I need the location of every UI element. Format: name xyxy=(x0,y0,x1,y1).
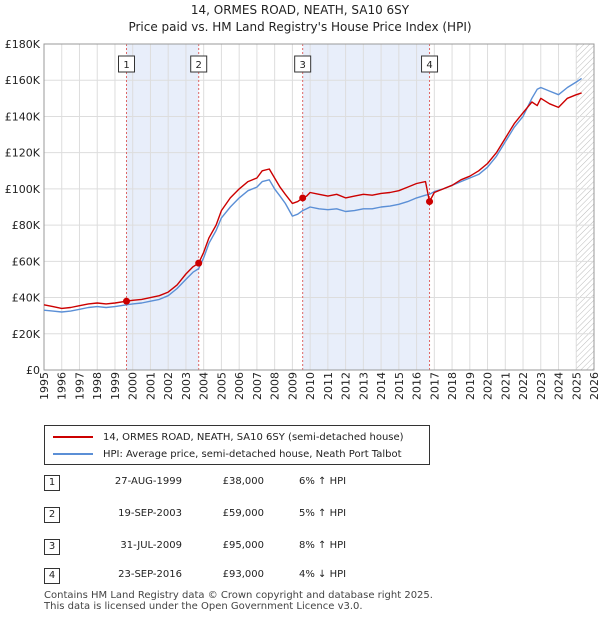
x-tick-label: 2002 xyxy=(162,372,175,400)
x-tick-label: 2014 xyxy=(375,372,388,400)
x-tick-label: 1997 xyxy=(73,372,86,400)
legend-swatch-red xyxy=(53,436,93,438)
x-tick-label: 2010 xyxy=(304,372,317,400)
transaction-date: 23-SEP-2016 xyxy=(118,569,182,580)
transaction-hpi: 5% ↑ HPI xyxy=(299,508,347,519)
x-tick-label: 1998 xyxy=(91,372,104,400)
y-tick-label: £20K xyxy=(12,328,41,341)
transaction-number: 2 xyxy=(44,507,60,523)
x-tick-label: 2016 xyxy=(411,372,424,400)
legend-label-hpi: HPI: Average price, semi-detached house,… xyxy=(103,448,402,460)
footer-line-2: This data is licensed under the Open Gov… xyxy=(44,601,363,612)
x-tick-label: 2024 xyxy=(553,372,566,400)
transaction-date: 27-AUG-1999 xyxy=(114,476,182,487)
price-chart: 14, ORMES ROAD, NEATH, SA10 6SY Price pa… xyxy=(5,3,600,400)
y-tick-label: £100K xyxy=(5,183,41,196)
x-tick-label: 2025 xyxy=(570,372,583,400)
y-tick-label: £0 xyxy=(26,364,40,377)
x-tick-label: 1999 xyxy=(109,372,122,400)
transaction-row: 4 23-SEP-2016 £93,000 4% ↓ HPI xyxy=(44,568,584,585)
sale-point xyxy=(195,259,203,267)
x-tick-label: 2013 xyxy=(357,372,370,400)
transaction-row: 2 19-SEP-2003 £59,000 5% ↑ HPI xyxy=(44,507,584,524)
x-tick-label: 2005 xyxy=(215,372,228,400)
forecast-hatch xyxy=(576,44,594,370)
x-tick-label: 2008 xyxy=(269,372,282,400)
footer-line-1: Contains HM Land Registry data © Crown c… xyxy=(44,590,433,601)
y-tick-label: £120K xyxy=(5,147,41,160)
transaction-number: 4 xyxy=(44,568,60,584)
transaction-number: 1 xyxy=(44,475,60,491)
x-tick-label: 2022 xyxy=(517,372,530,400)
transaction-hpi: 6% ↑ HPI xyxy=(299,476,347,487)
x-tick-label: 2012 xyxy=(340,372,353,400)
sale-marker-box xyxy=(421,55,439,73)
x-tick-label: 2006 xyxy=(233,372,246,400)
sale-marker-label: 3 xyxy=(299,60,305,71)
plot-frame xyxy=(43,43,595,371)
y-tick-label: £160K xyxy=(5,74,41,87)
transaction-price: £93,000 xyxy=(222,569,264,580)
transaction-number: 3 xyxy=(44,539,60,555)
x-tick-label: 2011 xyxy=(322,372,335,400)
sale-point xyxy=(299,194,307,202)
legend-item-property: 14, ORMES ROAD, NEATH, SA10 6SY (semi-de… xyxy=(53,429,404,445)
legend-swatch-blue xyxy=(53,453,93,455)
transaction-hpi: 4% ↓ HPI xyxy=(299,569,347,580)
x-tick-label: 2001 xyxy=(144,372,157,400)
legend: 14, ORMES ROAD, NEATH, SA10 6SY (semi-de… xyxy=(44,425,430,465)
y-tick-label: £60K xyxy=(12,255,41,268)
y-tick-label: £40K xyxy=(12,292,41,305)
transaction-row: 1 27-AUG-1999 £38,000 6% ↑ HPI xyxy=(44,475,584,492)
transaction-price: £59,000 xyxy=(222,508,264,519)
hpi-series-line xyxy=(43,77,582,313)
x-tick-label: 2020 xyxy=(482,372,495,400)
transaction-date: 31-JUL-2009 xyxy=(120,540,182,551)
x-tick-label: 2009 xyxy=(286,372,299,400)
sale-marker-label: 2 xyxy=(196,60,202,71)
legend-item-hpi: HPI: Average price, semi-detached house,… xyxy=(53,446,402,462)
x-tick-label: 2000 xyxy=(127,372,140,400)
x-tick-label: 2018 xyxy=(446,372,459,400)
x-tick-label: 1995 xyxy=(38,372,51,400)
y-tick-label: £180K xyxy=(5,38,41,51)
plot-area: 1 2 3 4 £0 £20K £40K £60K £80K £100K £120K £140K £16… xyxy=(5,38,600,400)
shaded-ownership-period xyxy=(126,44,199,370)
chart-subtitle: Price paid vs. HM Land Registry's House … xyxy=(128,20,471,34)
sale-marker-box xyxy=(190,55,208,73)
legend-label-property: 14, ORMES ROAD, NEATH, SA10 6SY (semi-de… xyxy=(103,431,404,443)
x-tick-label: 2004 xyxy=(198,372,211,400)
x-tick-label: 2023 xyxy=(535,372,548,400)
y-tick-label: £80K xyxy=(12,219,41,232)
chart-title: 14, ORMES ROAD, NEATH, SA10 6SY xyxy=(191,3,410,17)
sale-marker-label: 1 xyxy=(123,60,129,71)
x-tick-label: 2019 xyxy=(464,372,477,400)
x-tick-label: 2015 xyxy=(393,372,406,400)
x-tick-label: 1996 xyxy=(56,372,69,400)
sale-marker-box xyxy=(118,55,135,73)
x-tick-label: 2007 xyxy=(251,372,264,400)
transaction-row: 3 31-JUL-2009 £95,000 8% ↑ HPI xyxy=(44,539,584,556)
transaction-hpi: 8% ↑ HPI xyxy=(299,540,347,551)
transaction-price: £95,000 xyxy=(222,540,264,551)
transaction-price: £38,000 xyxy=(222,476,264,487)
x-tick-label: 2021 xyxy=(499,372,512,400)
transaction-date: 19-SEP-2003 xyxy=(118,508,182,519)
x-tick-label: 2017 xyxy=(428,372,441,400)
y-tick-label: £140K xyxy=(5,110,41,123)
x-tick-label: 2026 xyxy=(588,372,600,400)
x-tick-label: 2003 xyxy=(180,372,193,400)
shaded-ownership-period xyxy=(302,44,430,370)
sale-point xyxy=(426,198,434,206)
footer-attribution: Contains HM Land Registry data © Crown c… xyxy=(44,590,433,612)
sale-marker-box xyxy=(294,55,312,73)
sale-point xyxy=(123,297,130,305)
sale-marker-label: 4 xyxy=(426,60,432,71)
